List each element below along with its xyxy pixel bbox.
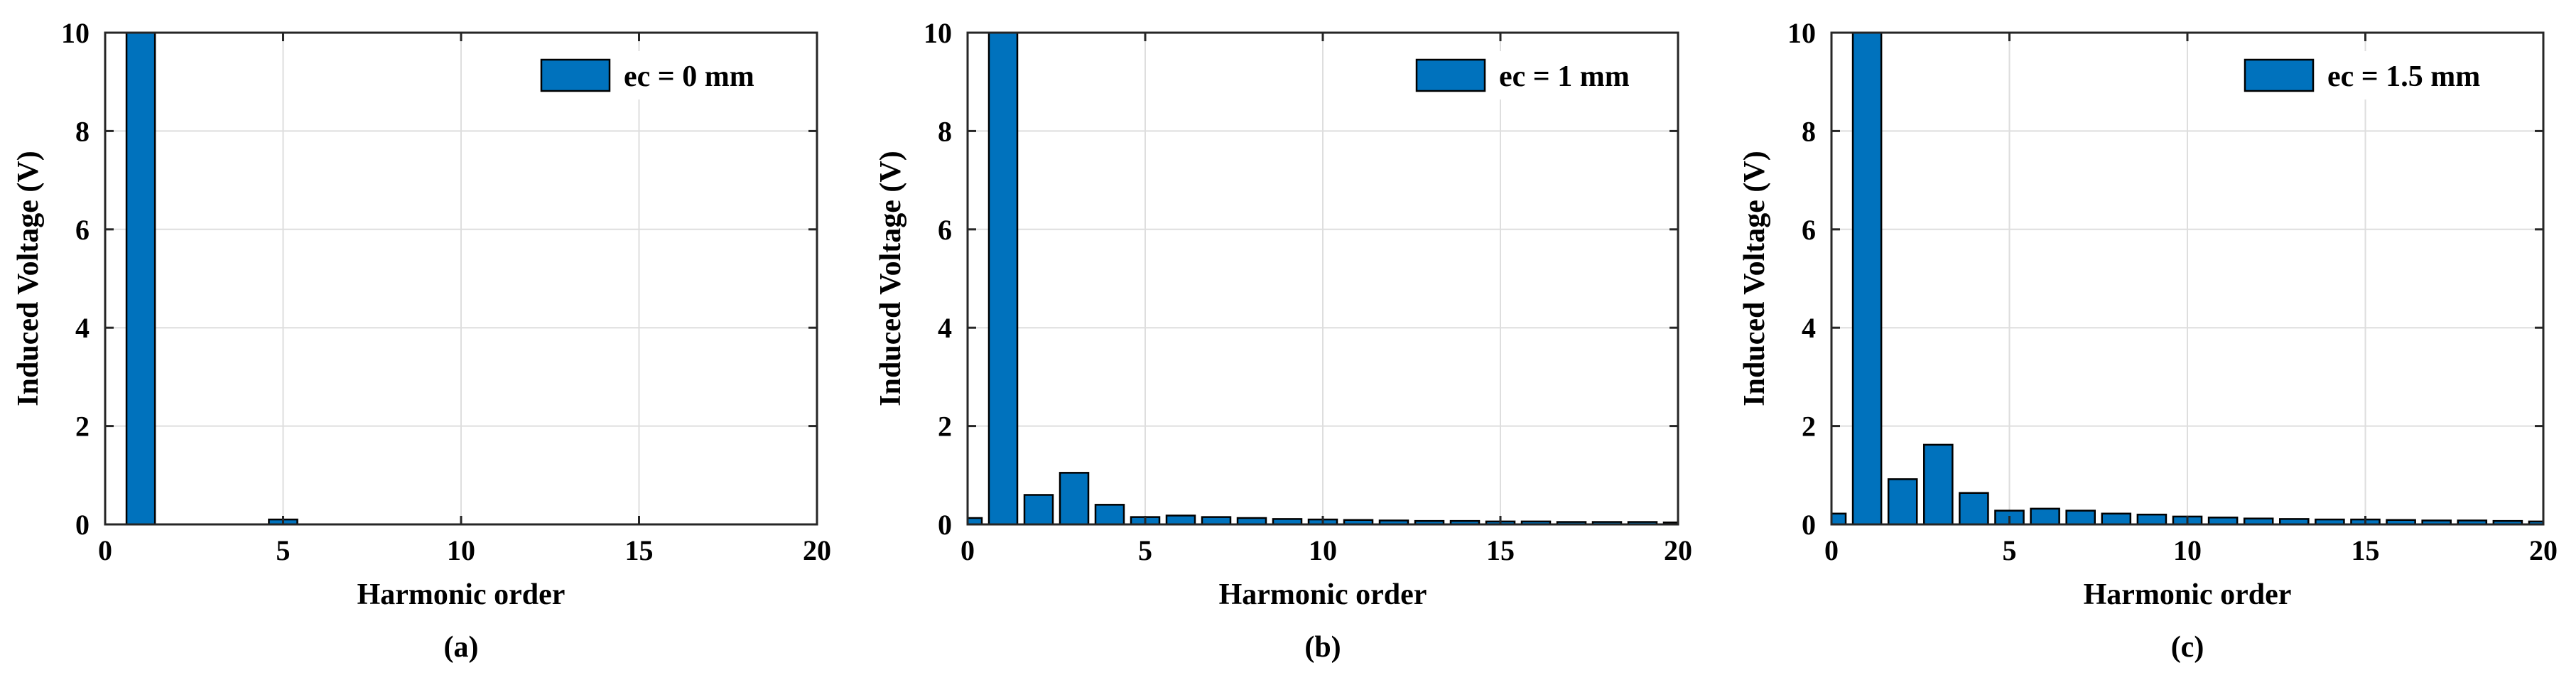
bar-h0 (968, 517, 983, 524)
bar-h16 (1520, 520, 1552, 524)
bar-h13 (2279, 518, 2310, 524)
bar-h19 (2492, 519, 2523, 524)
legend-swatch (2244, 58, 2315, 92)
bar-h7 (2065, 509, 2096, 524)
bar-h0 (1831, 512, 1847, 524)
bar-h3 (1923, 443, 1954, 524)
y-tick-label: 2 (75, 411, 90, 443)
panel-caption: (b) (1304, 631, 1341, 664)
bar-h1 (125, 33, 156, 524)
x-axis-label: Harmonic order (2084, 578, 2292, 611)
y-tick-label: 4 (75, 312, 90, 344)
bar-h8 (1236, 517, 1267, 524)
y-tick-label: 6 (938, 214, 952, 246)
bar-h7 (1201, 516, 1232, 524)
y-tick-label: 6 (75, 214, 90, 246)
x-axis-label: Harmonic order (1219, 578, 1427, 611)
x-tick-label: 20 (803, 534, 831, 566)
legend-swatch (1415, 58, 1486, 92)
x-tick-label: 0 (98, 534, 112, 566)
y-tick-label: 8 (938, 115, 952, 147)
bar-h3 (1059, 472, 1090, 524)
bar-group (968, 33, 1678, 524)
bar-h2 (1023, 494, 1054, 524)
y-tick-label: 8 (1802, 115, 1816, 147)
legend-label: ec = 1 mm (1499, 60, 1630, 93)
y-tick-label: 10 (1787, 17, 1816, 49)
x-tick-label: 15 (1486, 534, 1515, 566)
panel-caption: (a) (444, 631, 479, 664)
legend: ec = 1.5 mm (2239, 51, 2532, 99)
bar-group (1831, 33, 2543, 524)
x-tick-label: 10 (447, 534, 475, 566)
bar-h4 (1959, 492, 1989, 524)
legend-label: ec = 0 mm (624, 60, 754, 93)
legend-swatch (540, 58, 611, 92)
panel-caption: (c) (2171, 631, 2204, 664)
y-tick-label: 6 (1802, 214, 1816, 246)
bar-h14 (1449, 519, 1481, 524)
x-tick-label: 5 (276, 534, 291, 566)
y-tick-label: 2 (938, 411, 952, 443)
y-tick-label: 10 (924, 17, 952, 49)
y-tick-label: 0 (75, 509, 90, 541)
bar-h2 (1887, 478, 1918, 524)
chart-panel-2: 0 5 10 15 20 0 2 4 6 8 10 Harmonic order Induced Vol… (875, 17, 1692, 664)
x-tick-label: 0 (1824, 534, 1839, 566)
x-tick-label: 15 (2352, 534, 2380, 566)
chart-panel-3: 0 5 10 15 20 0 2 4 6 8 10 Harmonic order Induced Vol… (1738, 17, 2558, 664)
bar-h6 (1165, 514, 1196, 524)
legend-label: ec = 1.5 mm (2327, 60, 2480, 93)
bar-h11 (2207, 517, 2239, 524)
y-tick-label: 2 (1802, 411, 1816, 443)
bar-h13 (1414, 519, 1445, 524)
y-tick-label: 4 (1802, 312, 1816, 344)
y-tick-label: 0 (1802, 509, 1816, 541)
bar-h9 (2136, 513, 2168, 524)
y-tick-label: 0 (938, 509, 952, 541)
bar-h1 (987, 33, 1019, 524)
y-tick-label: 4 (938, 312, 952, 344)
x-tick-label: 20 (1664, 534, 1692, 566)
bar-h6 (2030, 507, 2060, 524)
bar-h14 (2315, 518, 2345, 524)
y-tick-label: 8 (75, 115, 90, 147)
bar-h9 (1272, 518, 1303, 524)
x-tick-label: 5 (2003, 534, 2017, 566)
y-tick-label: 10 (61, 17, 90, 49)
y-axis-label: Induced Voltage (V) (12, 151, 45, 406)
x-tick-label: 15 (625, 534, 654, 566)
legend: ec = 1 mm (1411, 51, 1667, 99)
bar-h8 (2101, 512, 2132, 524)
y-axis-label: Induced Voltage (V) (1738, 151, 1771, 406)
x-tick-label: 0 (960, 534, 975, 566)
bar-group (125, 33, 298, 524)
x-tick-label: 10 (2173, 534, 2202, 566)
legend: ec = 0 mm (536, 51, 806, 99)
x-tick-label: 20 (2529, 534, 2558, 566)
x-tick-label: 10 (1309, 534, 1337, 566)
bar-h1 (1851, 33, 1883, 524)
x-tick-label: 5 (1138, 534, 1152, 566)
x-axis-label: Harmonic order (357, 578, 565, 611)
y-axis-label: Induced Voltage (V) (875, 151, 907, 406)
chart-panel-1: 0 5 10 15 20 0 2 4 6 8 10 Harmonic order Induced Vol… (12, 17, 831, 664)
bar-h4 (1094, 504, 1125, 524)
